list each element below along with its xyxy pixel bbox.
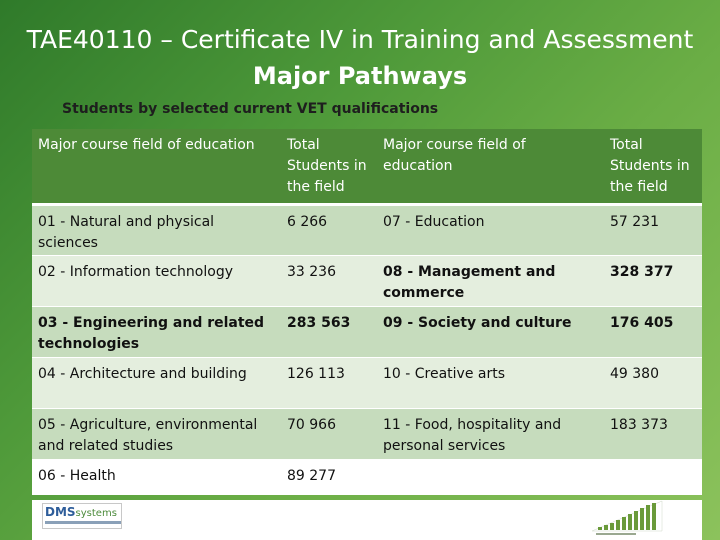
table-row: 04 - Architecture and building 126 113 1… [32,357,702,409]
cell-field-b: 07 - Education [377,204,604,256]
cell-total-a: 6 266 [281,204,377,256]
dms-wordmark: DMSsystems [45,505,117,519]
dms-tagline-bar [45,521,121,524]
table-caption: Students by selected current VET qualifi… [62,101,439,117]
table-row: 02 - Information technology 33 236 08 - … [32,255,702,307]
cell-field-b: 09 - Society and culture [377,306,604,358]
slide-subtitle: Major Pathways [252,62,468,90]
footer-bar [32,500,702,540]
cell-field-a: 03 - Engineering and related technologie… [32,306,281,358]
cell-total-a: 126 113 [281,357,377,409]
table-row: 03 - Engineering and related technologie… [32,306,702,358]
header-field-b: Major course field of education [377,129,604,206]
qualifications-table: Major course field of education Total St… [32,129,702,495]
cell-field-b: 08 - Management and commerce [377,255,604,307]
table-header-row: Major course field of education Total St… [32,129,702,206]
cell-field-a: 05 - Agriculture, environmental and rela… [32,408,281,460]
cell-total-b: 183 373 [604,408,702,460]
cell-field-a: 02 - Information technology [32,255,281,307]
college-logo [590,497,665,537]
cell-total-a: 70 966 [281,408,377,460]
cell-field-b: 10 - Creative arts [377,357,604,409]
cell-field-a: 06 - Health [32,459,281,495]
cell-total-a: 89 277 [281,459,377,495]
table-row: 06 - Health 89 277 [32,459,702,495]
header-total-a: Total Students in the field [281,129,377,206]
header-field-a: Major course field of education [32,129,281,206]
cell-total-b: 57 231 [604,204,702,256]
cell-field-b [377,459,604,495]
cell-total-a: 283 563 [281,306,377,358]
cell-total-b: 49 380 [604,357,702,409]
cell-total-b [604,459,702,495]
cell-total-a: 33 236 [281,255,377,307]
header-total-b: Total Students in the field [604,129,702,206]
cell-total-b: 176 405 [604,306,702,358]
cell-field-b: 11 - Food, hospitality and personal serv… [377,408,604,460]
table-row: 05 - Agriculture, environmental and rela… [32,408,702,460]
table-row: 01 - Natural and physical sciences 6 266… [32,204,702,256]
dms-systems-logo: DMSsystems [42,503,122,529]
slide-title: TAE40110 – Certificate IV in Training an… [26,25,694,54]
cell-field-a: 04 - Architecture and building [32,357,281,409]
college-logo-icon [591,500,663,535]
cell-total-b: 328 377 [604,255,702,307]
cell-field-a: 01 - Natural and physical sciences [32,204,281,256]
